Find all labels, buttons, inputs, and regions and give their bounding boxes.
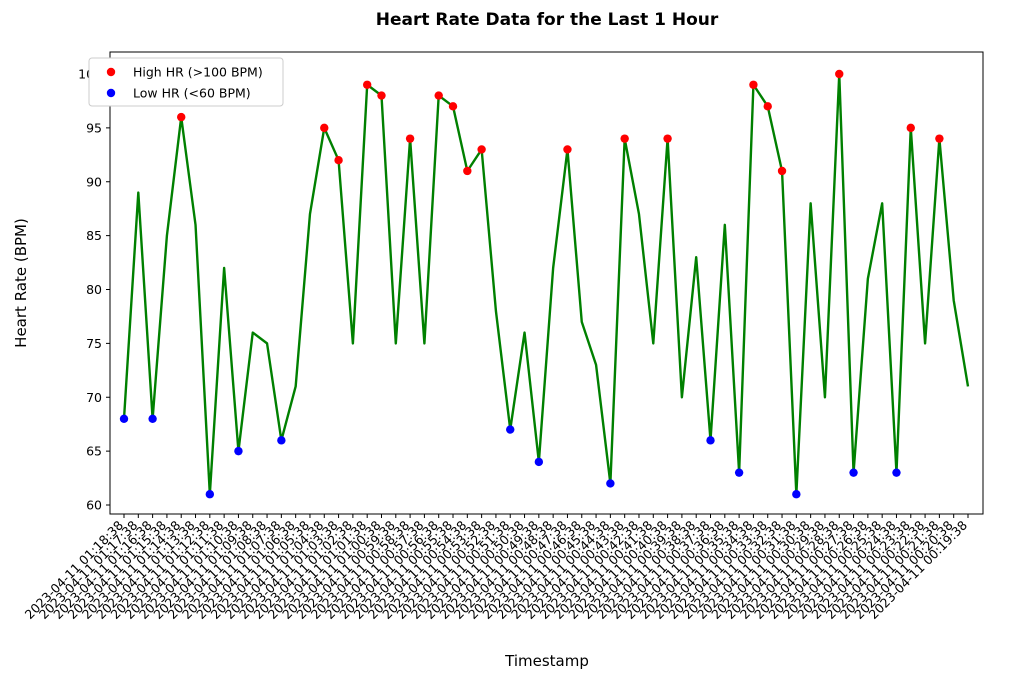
high-hr-point [448, 102, 458, 111]
low-hr-point [148, 414, 157, 423]
low-hr-point [734, 468, 744, 477]
series-layer [122, 72, 970, 496]
y-axis: 6065707580859095100 [78, 67, 110, 513]
legend-label-high: High HR (>100 BPM) [133, 65, 263, 80]
low-hr-point [119, 414, 129, 423]
low-hr-point [506, 425, 515, 434]
high-hr-point [434, 91, 443, 100]
high-hr-point [620, 134, 629, 143]
legend-marker-high [106, 67, 116, 77]
y-tick-label: 60 [86, 498, 102, 513]
high-hr-point [362, 80, 372, 89]
y-tick-label: 85 [86, 228, 102, 243]
high-hr-point [405, 134, 415, 143]
high-hr-point [835, 69, 844, 79]
y-tick-label: 70 [86, 390, 102, 405]
low-hr-point [892, 468, 901, 477]
low-hr-point [792, 490, 801, 499]
y-tick-label: 90 [86, 174, 102, 189]
high-hr-point [463, 166, 472, 176]
low-hr-point [234, 446, 243, 456]
legend-marker-low [106, 88, 116, 98]
high-hr-point [906, 123, 915, 133]
heart-rate-series-line [122, 72, 970, 496]
legend-box [88, 57, 284, 107]
high-hr-point [320, 123, 329, 133]
y-tick-label: 75 [86, 336, 102, 351]
low-hr-point [277, 436, 286, 445]
legend: High HR (>100 BPM) Low HR (<60 BPM) [88, 57, 284, 107]
x-axis-label: Timestamp [504, 652, 589, 670]
high-hr-point [477, 145, 486, 154]
low-hr-point [534, 457, 544, 467]
high-hr-point [749, 80, 758, 89]
y-tick-label: 80 [86, 282, 102, 297]
low-hr-point [606, 479, 615, 488]
low-hr-point [849, 468, 858, 477]
high-hr-point [777, 166, 787, 176]
high-hr-point [177, 112, 186, 122]
chart-title: Heart Rate Data for the Last 1 Hour [376, 10, 719, 30]
marker-layer [119, 69, 944, 499]
low-hr-point [205, 490, 215, 499]
y-tick-label: 65 [86, 444, 102, 459]
high-hr-point [763, 102, 772, 111]
high-hr-point [334, 156, 343, 165]
y-axis-label: Heart Rate (BPM) [12, 218, 30, 348]
low-hr-point [706, 436, 715, 445]
legend-label-low: Low HR (<60 BPM) [133, 86, 251, 101]
high-hr-point [935, 134, 944, 143]
high-hr-point [563, 145, 572, 154]
y-tick-label: 95 [86, 120, 102, 135]
high-hr-point [663, 134, 672, 143]
high-hr-point [377, 91, 386, 100]
